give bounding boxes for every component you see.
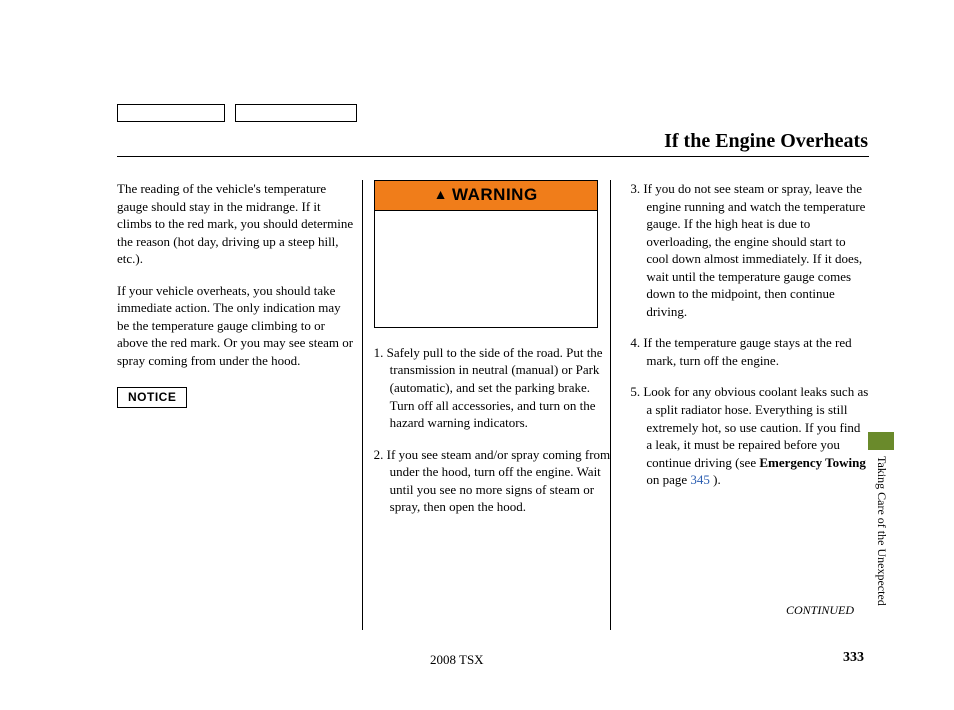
column-2: ▲WARNING Safely pull to the side of the … (374, 180, 613, 530)
steps-list-col2: Safely pull to the side of the road. Put… (374, 344, 613, 516)
emergency-towing-ref: Emergency Towing (759, 455, 866, 470)
warning-label: WARNING (452, 185, 538, 204)
continued-label: CONTINUED (786, 603, 854, 618)
notice-box: NOTICE (117, 387, 187, 407)
nav-box-1[interactable] (117, 104, 225, 122)
warning-body (375, 211, 597, 327)
nav-box-2[interactable] (235, 104, 357, 122)
steps-list-col3: If you do not see steam or spray, leave … (630, 180, 869, 489)
title-underline (117, 156, 869, 157)
step-3: If you do not see steam or spray, leave … (630, 180, 869, 320)
footer-model-year: 2008 TSX (430, 652, 484, 668)
section-side-label: Taking Care of the Unexpected (869, 456, 889, 656)
page-number: 333 (843, 650, 864, 666)
warning-triangle-icon: ▲ (434, 185, 448, 204)
intro-paragraph-2: If your vehicle overheats, you should ta… (117, 282, 356, 370)
content-columns: The reading of the vehicle's temperature… (117, 180, 869, 530)
step-2: If you see steam and/or spray coming fro… (374, 446, 613, 516)
page-link-345[interactable]: 345 (690, 472, 710, 487)
manual-page: If the Engine Overheats The reading of t… (0, 0, 954, 710)
step-1: Safely pull to the side of the road. Put… (374, 344, 613, 432)
column-3: If you do not see steam or spray, leave … (630, 180, 869, 530)
column-1: The reading of the vehicle's temperature… (117, 180, 356, 530)
top-nav-boxes (117, 104, 357, 122)
warning-header: ▲WARNING (375, 181, 597, 211)
step-4: If the temperature gauge stays at the re… (630, 334, 869, 369)
step5-text-b: on page (646, 472, 690, 487)
step5-text-c: ). (710, 472, 721, 487)
section-color-tab (868, 432, 894, 450)
step-5: Look for any obvious coolant leaks such … (630, 383, 869, 488)
intro-paragraph-1: The reading of the vehicle's temperature… (117, 180, 356, 268)
warning-box: ▲WARNING (374, 180, 598, 328)
page-title: If the Engine Overheats (664, 130, 868, 153)
